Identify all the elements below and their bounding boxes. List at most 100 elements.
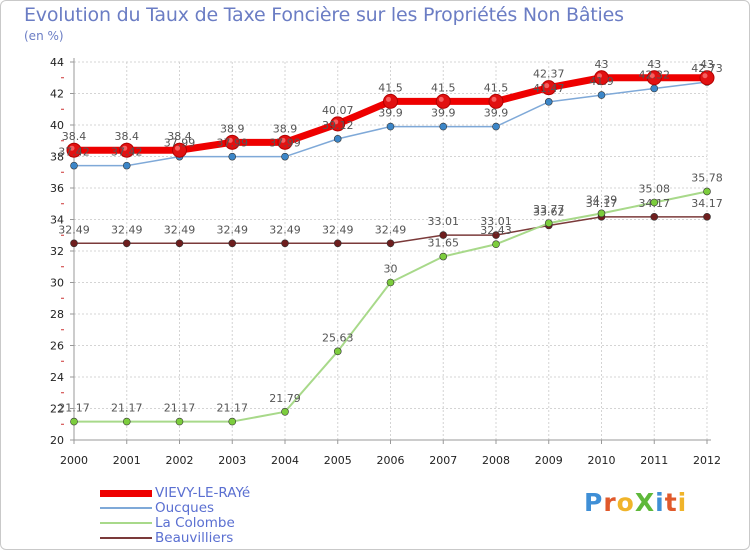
data-label-vievy-le-ray-: 38.4: [167, 130, 192, 143]
x-tick-label: 2002: [166, 454, 194, 467]
series-layer: [66, 70, 715, 426]
y-tick-label: 38: [50, 151, 64, 164]
data-point-oucques: [70, 161, 78, 170]
data-point-oucques: [281, 152, 289, 161]
data-point-la-colombe: [544, 219, 553, 227]
data-label-beauvilliers: 34.17: [691, 197, 723, 210]
data-label-vievy-le-ray-: 38.4: [115, 130, 140, 143]
data-label-vievy-le-ray-: 41.5: [484, 81, 509, 94]
y-tick-label: 32: [50, 245, 64, 258]
logo-letter: P: [584, 488, 604, 517]
data-label-la-colombe: 30: [384, 263, 398, 276]
data-label-beauvilliers: 34.17: [639, 197, 671, 210]
x-tick-label: 2010: [588, 454, 616, 467]
data-point-la-colombe: [228, 417, 237, 426]
x-tick-label: 2004: [271, 454, 299, 467]
data-point-beauvilliers: [175, 239, 184, 248]
data-label-beauvilliers: 33.01: [428, 215, 460, 228]
legend-swatch: [100, 537, 152, 539]
data-point-highlight: [386, 96, 391, 102]
data-point-la-colombe: [386, 278, 395, 287]
data-label-vievy-le-ray-: 40.07: [322, 104, 354, 117]
data-point-highlight: [227, 137, 233, 143]
data-label-vievy-le-ray-: 38.9: [273, 122, 298, 135]
data-label-beauvilliers: 32.49: [164, 223, 196, 236]
data-label-la-colombe: 21.79: [269, 392, 301, 405]
data-label-oucques: 39.12: [322, 119, 354, 132]
y-tick-label: 36: [50, 182, 64, 195]
data-point-la-colombe: [703, 187, 711, 196]
y-tick-label: 42: [50, 88, 64, 101]
data-label-oucques: 37.42: [111, 146, 143, 159]
axes: 20 22 24 26 28 30 32 34 36 38 40 42 44 2000 2001 2002 20…: [50, 56, 721, 467]
data-label-oucques: 39.9: [484, 107, 509, 120]
data-point-la-colombe: [492, 240, 500, 249]
chart-title: Evolution du Taux de Taxe Foncière sur l…: [24, 4, 624, 26]
data-label-la-colombe: 35.08: [639, 182, 671, 195]
logo-letter: o: [616, 488, 635, 517]
data-point-beauvilliers: [333, 239, 342, 248]
data-point-highlight: [122, 145, 128, 151]
x-tick-label: 2009: [535, 454, 563, 467]
data-label-vievy-le-ray-: 38.9: [220, 122, 245, 135]
data-point-oucques: [333, 135, 342, 143]
data-label-la-colombe: 21.17: [217, 402, 249, 415]
y-tick-label: 40: [50, 119, 64, 132]
x-tick-label: 2005: [324, 454, 352, 467]
data-point-oucques: [386, 122, 395, 131]
data-point-oucques: [122, 161, 131, 170]
data-label-la-colombe: 34.39: [586, 193, 618, 206]
y-tick-label: 26: [50, 340, 64, 353]
data-label-oucques: 42.32: [639, 68, 671, 81]
data-point-highlight: [702, 73, 708, 79]
data-point-highlight: [438, 96, 444, 102]
data-label-oucques: 39.9: [378, 107, 403, 120]
y-axis-unit-label: (en %): [24, 29, 64, 43]
data-label-beauvilliers: 32.49: [375, 223, 407, 236]
data-label-la-colombe: 25.63: [322, 331, 354, 344]
data-label-oucques: 39.9: [431, 107, 456, 120]
data-label-beauvilliers: 32.49: [111, 223, 143, 236]
logo-letter: X: [634, 488, 656, 517]
y-tick-label: 30: [50, 277, 64, 290]
data-point-la-colombe: [281, 408, 289, 416]
y-tick-label: 24: [50, 371, 64, 384]
data-point-la-colombe: [597, 209, 606, 218]
data-label-beauvilliers: 32.49: [322, 223, 354, 236]
data-label-vievy-le-ray-: 43: [700, 58, 714, 71]
data-point-beauvilliers: [386, 239, 395, 248]
data-point-oucques: [544, 98, 553, 106]
data-label-oucques: 37.99: [164, 137, 196, 150]
data-label-oucques: 42.73: [691, 62, 723, 75]
logo-letter: i: [677, 488, 688, 517]
legend-label: La Colombe: [155, 515, 235, 531]
data-point-la-colombe: [439, 252, 448, 261]
y-tick-label: 44: [50, 56, 64, 69]
data-point-oucques: [650, 84, 659, 93]
data-point-oucques: [439, 122, 448, 131]
data-label-la-colombe: 21.17: [111, 402, 143, 415]
data-point-beauvilliers: [281, 239, 289, 248]
legend-swatch: [100, 507, 152, 509]
logo-letter: i: [655, 488, 665, 517]
data-point-la-colombe: [650, 198, 659, 207]
data-point-highlight: [544, 83, 550, 89]
x-tick-label: 2001: [113, 454, 141, 467]
data-label-la-colombe: 31.65: [428, 237, 460, 250]
data-point-highlight: [175, 145, 180, 151]
y-tick-label: 28: [50, 308, 64, 321]
data-label-la-colombe: 32.43: [480, 224, 512, 237]
data-labels: 38.4 38.4 38.4 38.9 38.9 40.07 41.5 41.5 41.5 42.…: [58, 58, 723, 415]
data-point-beauvilliers: [70, 239, 78, 248]
data-point-la-colombe: [175, 417, 184, 426]
data-label-vievy-le-ray-: 41.5: [378, 81, 403, 94]
y-tick-label: 34: [50, 214, 64, 227]
data-label-la-colombe: 21.17: [164, 402, 196, 415]
legend-swatch: [100, 489, 152, 497]
data-point-highlight: [649, 73, 655, 79]
proxiti-logo: ProXiti: [584, 488, 687, 517]
data-point-beauvilliers: [439, 231, 448, 239]
data-point-oucques: [597, 91, 606, 99]
data-point-beauvilliers: [122, 239, 131, 248]
